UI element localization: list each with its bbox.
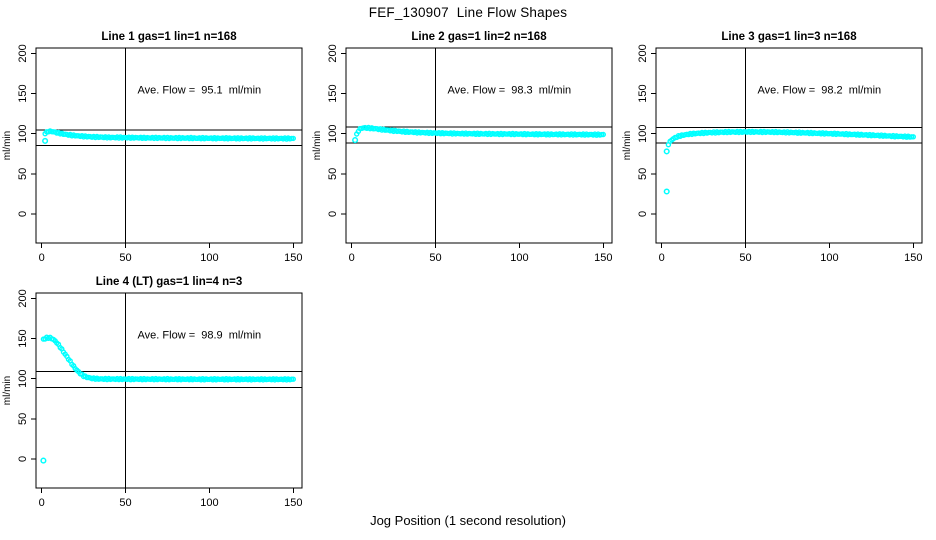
outlier-point [663, 148, 670, 155]
y-tick-label: 0 [637, 211, 649, 217]
x-tick-label: 50 [739, 252, 751, 264]
panel-title: Line 2 gas=1 lin=2 n=168 [411, 31, 547, 43]
ave-flow-annotation: Ave. Flow = 98.9 ml/min [138, 330, 262, 342]
x-axis-label: Jog Position (1 second resolution) [370, 513, 566, 528]
x-tick-label: 50 [119, 252, 131, 264]
panel-title: Line 3 gas=1 lin=3 n=168 [721, 31, 857, 43]
x-tick-label: 100 [820, 252, 838, 264]
ave-flow-annotation: Ave. Flow = 98.3 ml/min [448, 85, 572, 97]
y-axis-unit-label: ml/min [2, 131, 13, 160]
data-point [910, 134, 916, 140]
x-tick-label: 0 [39, 497, 45, 509]
x-tick-label: 0 [39, 252, 45, 264]
x-tick-label: 100 [200, 252, 218, 264]
y-tick-label: 150 [637, 84, 649, 102]
data-point [290, 135, 296, 142]
x-tick-label: 50 [429, 252, 441, 264]
outlier-point [352, 137, 359, 144]
x-tick-label: 150 [284, 252, 302, 264]
x-tick-label: 150 [904, 252, 922, 264]
data-point [600, 131, 606, 138]
y-tick-label: 150 [17, 329, 29, 347]
x-tick-label: 50 [119, 497, 131, 509]
y-tick-label: 200 [637, 44, 649, 62]
plot-frame [655, 47, 923, 244]
x-tick-label: 0 [349, 252, 355, 264]
outlier-point [663, 188, 670, 195]
y-tick-label: 50 [637, 168, 649, 180]
y-tick-label: 150 [327, 84, 339, 102]
y-axis-unit-label: ml/min [622, 131, 633, 160]
y-tick-label: 0 [17, 456, 29, 462]
plot-frame [345, 47, 613, 244]
y-tick-label: 100 [17, 125, 29, 143]
panel-title: Line 1 gas=1 lin=1 n=168 [101, 31, 237, 43]
figure-title: FEF_130907 Line Flow Shapes [368, 5, 568, 20]
ave-flow-annotation: Ave. Flow = 95.1 ml/min [138, 85, 262, 97]
y-axis-unit-label: ml/min [2, 376, 13, 405]
x-tick-label: 100 [200, 497, 218, 509]
y-axis-unit-label: ml/min [312, 131, 323, 160]
y-tick-label: 100 [637, 125, 649, 143]
outlier-point [40, 457, 47, 464]
y-tick-label: 50 [17, 168, 29, 180]
x-tick-label: 0 [659, 252, 665, 264]
y-tick-label: 50 [17, 413, 29, 425]
y-tick-label: 200 [17, 289, 29, 307]
y-tick-label: 150 [17, 84, 29, 102]
x-tick-label: 150 [594, 252, 612, 264]
y-tick-label: 200 [17, 44, 29, 62]
ave-flow-annotation: Ave. Flow = 98.2 ml/min [758, 85, 882, 97]
y-tick-label: 100 [17, 370, 29, 388]
panel-title: Line 4 (LT) gas=1 lin=4 n=3 [96, 276, 242, 288]
x-tick-label: 150 [284, 497, 302, 509]
plot-frame [35, 292, 303, 489]
y-tick-label: 200 [327, 44, 339, 62]
data-point [290, 376, 296, 382]
y-tick-label: 0 [17, 211, 29, 217]
outlier-point [42, 137, 49, 144]
y-tick-label: 50 [327, 168, 339, 180]
y-tick-label: 0 [327, 211, 339, 217]
x-tick-label: 100 [510, 252, 528, 264]
y-tick-label: 100 [327, 125, 339, 143]
